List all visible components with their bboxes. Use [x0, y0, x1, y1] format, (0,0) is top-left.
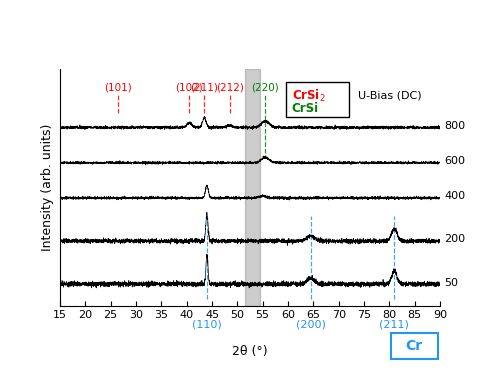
Text: (101): (101) — [104, 82, 132, 92]
Text: 50: 50 — [444, 277, 458, 288]
Text: (220): (220) — [252, 82, 279, 92]
Bar — [245, 69, 260, 306]
Text: 800: 800 — [444, 121, 465, 131]
Y-axis label: Intensity (arb. units): Intensity (arb. units) — [42, 123, 54, 251]
X-axis label: 2θ (°): 2θ (°) — [232, 345, 268, 358]
Text: 600: 600 — [444, 156, 465, 166]
FancyBboxPatch shape — [286, 82, 349, 117]
Text: (102): (102) — [176, 82, 203, 92]
Text: (212): (212) — [216, 82, 244, 92]
Text: 400: 400 — [444, 191, 465, 201]
Text: (110): (110) — [192, 319, 222, 329]
Text: (211): (211) — [190, 82, 218, 92]
FancyBboxPatch shape — [390, 333, 438, 359]
Text: CrSi$_2$: CrSi$_2$ — [292, 87, 326, 104]
Text: Cr: Cr — [406, 339, 422, 353]
Text: 200: 200 — [444, 235, 465, 244]
Text: U-Bias (DC): U-Bias (DC) — [358, 91, 422, 100]
Text: (211): (211) — [380, 319, 410, 329]
Text: (200): (200) — [296, 319, 326, 329]
Text: CrSi: CrSi — [292, 102, 319, 115]
